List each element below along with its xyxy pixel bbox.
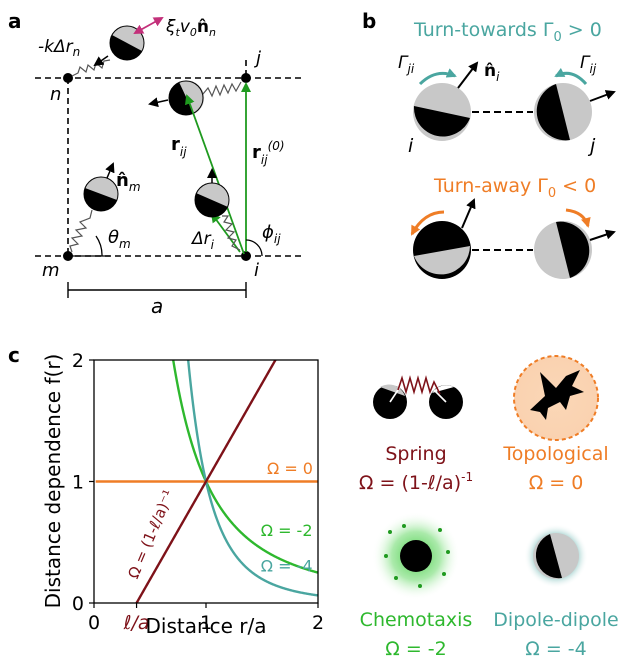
legend-dipole-eq: Ω = -4 — [525, 638, 586, 660]
y-tick-label-2: 2 — [72, 350, 84, 372]
panel-b-node-j: j — [587, 135, 596, 157]
panel-a: a n j m i a -kΔrn — [8, 9, 305, 318]
curve-omega-spring — [135, 360, 277, 603]
lattice-node-j — [241, 73, 251, 83]
plot-area: 0 ℓ/a 1 2 0 1 2 Ω = 0 Ω = -2 Ω = -4 Ω = (1-ℓ/a)⁻¹ — [72, 350, 324, 634]
particle-j-displaced — [168, 80, 205, 116]
x-tick-label-2: 1 — [200, 612, 212, 634]
node-j-label: j — [253, 48, 261, 69]
theta-label: θm — [108, 227, 131, 251]
panel-a-label: a — [8, 9, 22, 33]
annotation-omega-spring: Ω = (1-ℓ/a)⁻¹ — [124, 487, 178, 581]
gamma-ji-label: Γji — [398, 53, 415, 76]
turn-away-heading-j — [589, 229, 616, 241]
legend-chemo-eq: Ω = -2 — [385, 638, 446, 660]
annotation-omega-m2: Ω = -2 — [261, 521, 313, 540]
annotation-omega-0: Ω = 0 — [267, 459, 313, 478]
bird-icon — [530, 370, 584, 420]
vector-delta-r — [210, 212, 241, 253]
legend-spring — [373, 375, 463, 419]
node-n-label: n — [50, 84, 61, 105]
curve-omega-m4 — [186, 360, 318, 597]
panel-c-label: c — [8, 343, 20, 367]
panel-c: c 0 ℓ/a 1 2 0 1 2 Ω = 0 Ω = -2 Ω = -4 Ω = (1-ℓ/a)⁻… — [8, 343, 619, 660]
particle-j-force-arrow — [148, 97, 169, 108]
legend-topo-eq: Ω = 0 — [529, 472, 584, 494]
panel-b-node-i: i — [408, 135, 414, 157]
panel-b-label: b — [362, 9, 376, 33]
phi-label: ϕij — [262, 222, 281, 246]
noise-arrow — [133, 17, 164, 34]
spring-force-label: -kΔrn — [38, 37, 80, 59]
n-i-label: n̂i — [484, 61, 500, 84]
gamma-ji-arrow — [418, 68, 457, 86]
particle-m-heading — [105, 162, 115, 179]
legend-chemo-title: Chemotaxis — [360, 609, 473, 631]
x-tick-label-3: 2 — [312, 612, 324, 634]
spring-i — [222, 215, 241, 251]
legend-spring-title: Spring — [385, 443, 446, 465]
turn-towards-title: Turn-towards Γ0 > 0 — [413, 19, 602, 45]
turn-towards-heading-j — [589, 90, 616, 102]
r-ij0-label: rij(0) — [252, 139, 285, 167]
legend-topo-title: Topological — [502, 443, 608, 465]
node-i-label: i — [254, 260, 259, 281]
x-tick-label-0: 0 — [88, 612, 100, 634]
self-propulsion-label: ξtv0n̂n — [165, 17, 216, 39]
turn-away-particle-i — [413, 221, 471, 279]
theta-angle-arc — [95, 235, 103, 257]
turn-away-arrow-j — [565, 208, 591, 228]
legend-spring-eq: Ω = (1-ℓ/a)-1 — [359, 470, 473, 494]
y-tick-label-1: 1 — [72, 472, 84, 494]
delta-r-label: Δri — [190, 229, 215, 252]
x-axis-label: Distance r/a — [145, 614, 266, 638]
turn-away-heading-i — [461, 198, 476, 229]
annotation-omega-m4: Ω = -4 — [261, 556, 313, 575]
curve-omega-m2 — [171, 360, 318, 574]
lattice-node-n — [63, 73, 73, 83]
n-m-label: n̂m — [116, 170, 141, 194]
gamma-ij-arrow — [554, 67, 588, 86]
spring-j — [202, 81, 242, 98]
r-ij-label: rij — [171, 134, 187, 159]
lattice-node-i — [241, 251, 251, 261]
particle-i — [194, 182, 230, 218]
turn-towards-particle-i — [413, 83, 471, 141]
y-tick-label-0: 0 — [72, 593, 84, 615]
turn-towards-heading-i — [457, 61, 479, 89]
spring-n — [71, 59, 111, 77]
turn-away-arrow-i — [410, 210, 445, 236]
spring-m — [69, 209, 93, 253]
turn-towards-particle-j — [534, 83, 592, 141]
legend-chemo-particle — [400, 540, 432, 572]
legend-dipole-title: Dipole-dipole — [493, 609, 618, 631]
gamma-ij-label: Γij — [580, 53, 597, 76]
panel-b: b Turn-towards Γ0 > 0 Γji Γij n̂i i j Tu… — [362, 9, 616, 279]
turn-away-title: Turn-away Γ0 < 0 — [433, 175, 596, 201]
phi-angle-arc — [245, 239, 263, 257]
legend-dipole-particle — [533, 533, 579, 579]
legend-chemo-dots — [384, 524, 450, 588]
spring-force-arrow — [93, 55, 109, 67]
spacing-bracket — [67, 282, 247, 298]
particle-m — [83, 176, 119, 212]
legend-spring-zigzag — [397, 375, 441, 395]
turn-away-particle-j — [534, 221, 592, 279]
x-tick-label-1: ℓ/a — [123, 612, 150, 634]
spacing-label: a — [151, 294, 163, 318]
y-axis-label: Distance dependence f(r) — [41, 354, 65, 609]
node-m-label: m — [42, 260, 60, 281]
